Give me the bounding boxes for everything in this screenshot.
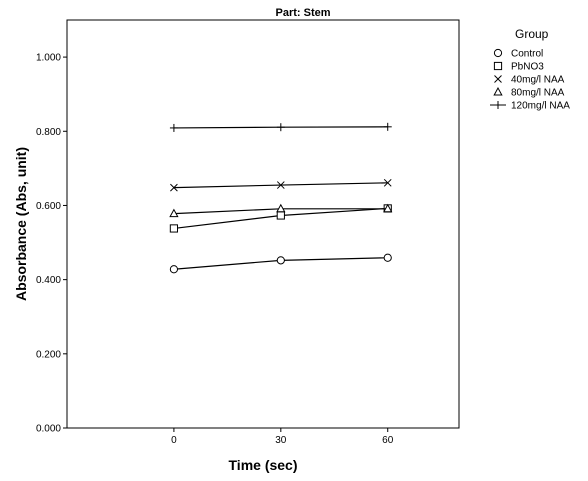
legend-item: 120mg/l NAA xyxy=(490,101,570,112)
legend-marker xyxy=(493,86,503,96)
data-point xyxy=(169,265,179,274)
data-point xyxy=(276,256,285,265)
data-point xyxy=(276,181,285,189)
chart-title: Part: Stem xyxy=(275,7,330,19)
legend-marker xyxy=(494,101,502,109)
y-tick-label: 0.200 xyxy=(36,349,61,360)
data-point xyxy=(169,208,179,218)
y-axis-title: Absorbance (Abs, unit) xyxy=(13,147,29,301)
data-point xyxy=(383,203,393,213)
series-triangle xyxy=(169,203,393,218)
series-x xyxy=(170,178,392,192)
y-tick-label: 0.800 xyxy=(36,127,61,138)
legend-label: 120mg/l NAA xyxy=(511,101,570,112)
plot-frame xyxy=(66,19,460,429)
data-point xyxy=(276,123,285,132)
data-point xyxy=(383,122,392,131)
legend-marker xyxy=(493,48,503,58)
legend-label: 80mg/l NAA xyxy=(511,88,565,99)
data-point xyxy=(276,203,286,213)
data-point xyxy=(383,253,392,262)
legend-title: Group xyxy=(515,27,549,41)
legend-item: 80mg/l NAA xyxy=(493,86,565,99)
legend-item: Control xyxy=(493,48,543,60)
series-circle xyxy=(169,253,392,274)
y-axis: 0.000 0.200 0.400 0.600 0.800 1.000 xyxy=(36,53,67,435)
series-layer xyxy=(169,122,393,274)
legend-item: 40mg/l NAA xyxy=(494,75,565,86)
data-point xyxy=(170,183,178,192)
data-point xyxy=(383,178,392,187)
y-tick-label: 1.000 xyxy=(36,53,61,64)
x-tick-label: 0 xyxy=(171,435,177,446)
legend-label: 40mg/l NAA xyxy=(511,75,565,86)
legend-marker xyxy=(493,61,503,71)
series-plus xyxy=(169,122,392,132)
data-point xyxy=(276,211,285,220)
y-tick-label: 0.000 xyxy=(36,424,61,435)
x-tick-label: 60 xyxy=(382,435,394,446)
y-tick-label: 0.600 xyxy=(36,201,61,212)
data-point xyxy=(169,224,179,233)
legend-label: Control xyxy=(511,49,543,60)
legend-label: PbNO3 xyxy=(511,62,544,73)
x-axis: 0 30 60 xyxy=(171,428,394,446)
y-tick-label: 0.400 xyxy=(36,275,61,286)
legend-item: PbNO3 xyxy=(493,61,544,73)
legend: Group Control PbNO3 40mg/l NAA 80mg/l NAA 12… xyxy=(490,27,570,112)
x-tick-label: 30 xyxy=(275,435,287,446)
x-axis-title: Time (sec) xyxy=(229,457,298,473)
legend-marker xyxy=(494,75,502,83)
data-point xyxy=(169,123,178,132)
